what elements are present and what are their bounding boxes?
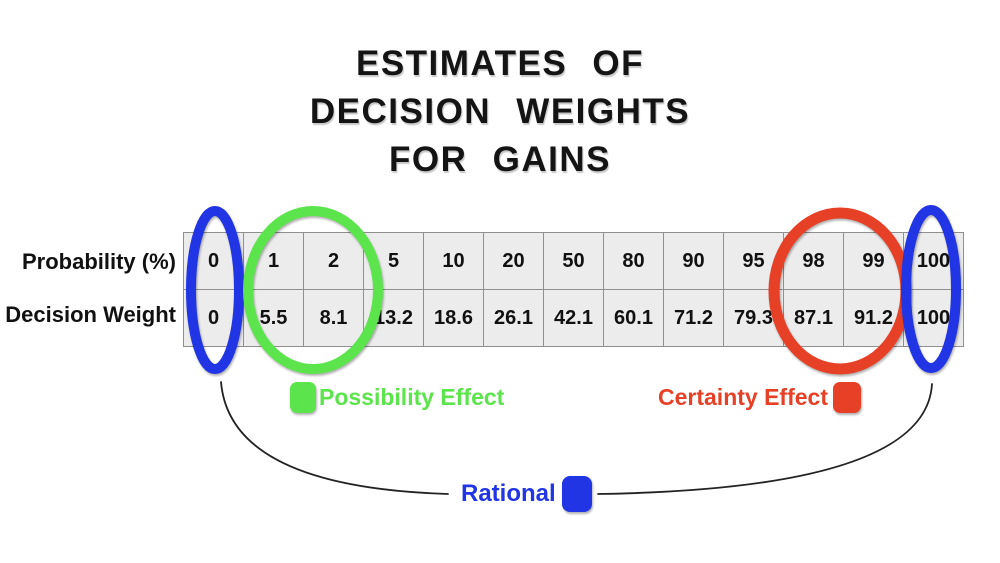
rational-swatch-icon (561, 475, 592, 512)
legend-rational: Rational (461, 475, 592, 512)
decision-weights-table: 0 1 2 5 10 20 50 80 90 95 98 99 100 0 5.… (183, 232, 964, 347)
prob-cell: 20 (484, 233, 543, 289)
prob-cell: 50 (544, 233, 603, 289)
certainty-effect-label: Certainty Effect (658, 384, 828, 410)
legend-certainty-effect: Certainty Effect (658, 382, 861, 413)
weight-cell: 13.2 (364, 290, 423, 346)
legend-possibility-effect: Possibility Effect (290, 382, 504, 413)
title-line-3: FOR GAINS (389, 140, 611, 179)
weight-cell: 42.1 (544, 290, 603, 346)
weight-cell: 18.6 (424, 290, 483, 346)
weight-cell: 60.1 (604, 290, 663, 346)
weight-cell: 87.1 (784, 290, 843, 346)
certainty-swatch-icon (832, 382, 861, 413)
prob-cell: 95 (724, 233, 783, 289)
prob-cell: 0 (184, 233, 243, 289)
prob-cell: 80 (604, 233, 663, 289)
prob-cell: 100 (904, 233, 963, 289)
rational-label: Rational (461, 479, 556, 507)
row-label-decision-weight: Decision Weight (5, 302, 176, 327)
weight-cell: 100 (904, 290, 963, 346)
prob-cell: 10 (424, 233, 483, 289)
prob-cell: 5 (364, 233, 423, 289)
weight-cell: 91.2 (844, 290, 903, 346)
row-label-probability: Probability (%) (21, 249, 176, 274)
prob-cell: 98 (784, 233, 843, 289)
possibility-effect-label: Possibility Effect (319, 384, 505, 410)
prob-cell: 99 (844, 233, 903, 289)
weight-cell: 8.1 (304, 290, 363, 346)
weight-cell: 0 (184, 290, 243, 346)
prob-cell: 90 (664, 233, 723, 289)
prob-cell: 2 (304, 233, 363, 289)
title-line-2: DECISION WEIGHTS (309, 92, 691, 131)
weight-cell: 5.5 (244, 290, 303, 346)
weight-cell: 79.3 (724, 290, 783, 346)
slide-title: ESTIMATES OF DECISION WEIGHTS FOR GAINS (0, 40, 1000, 184)
prob-cell: 1 (244, 233, 303, 289)
possibility-swatch-icon (290, 382, 316, 413)
title-line-1: ESTIMATES OF (355, 44, 645, 83)
weight-cell: 26.1 (484, 290, 543, 346)
weight-cell: 71.2 (664, 290, 723, 346)
